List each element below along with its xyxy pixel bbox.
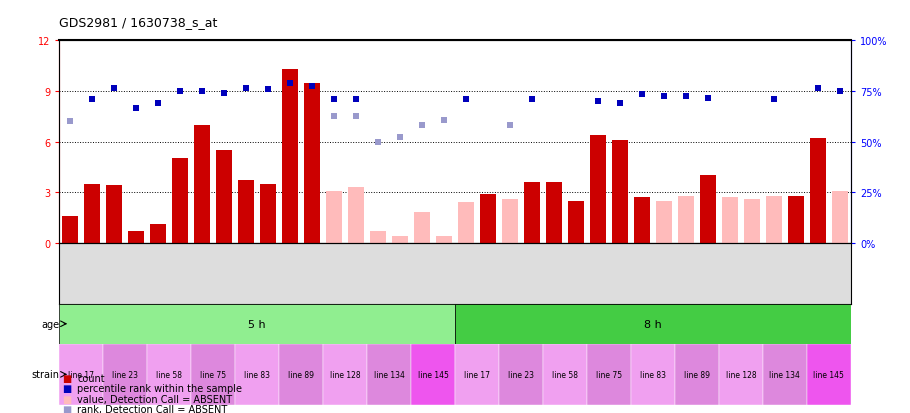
Text: line 83: line 83: [640, 370, 666, 379]
Bar: [370, 231, 386, 243]
Bar: [128, 231, 144, 243]
Bar: [279, 344, 323, 405]
Text: line 17: line 17: [68, 370, 94, 379]
Text: 8 h: 8 h: [644, 319, 662, 329]
Bar: [568, 201, 583, 243]
Bar: [367, 344, 411, 405]
Bar: [349, 188, 364, 243]
Text: ■: ■: [62, 394, 71, 404]
Bar: [546, 183, 561, 243]
Bar: [195, 126, 210, 243]
Bar: [106, 186, 122, 243]
Bar: [323, 344, 367, 405]
Bar: [282, 70, 298, 243]
Bar: [150, 225, 166, 243]
Text: GDS2981 / 1630738_s_at: GDS2981 / 1630738_s_at: [59, 16, 217, 29]
Text: line 134: line 134: [374, 370, 404, 379]
Text: line 75: line 75: [596, 370, 622, 379]
Text: rank, Detection Call = ABSENT: rank, Detection Call = ABSENT: [77, 404, 228, 413]
Bar: [238, 181, 254, 243]
Bar: [480, 195, 496, 243]
Bar: [832, 191, 847, 243]
Bar: [502, 199, 518, 243]
Bar: [807, 344, 851, 405]
Bar: [631, 344, 675, 405]
Bar: [327, 191, 342, 243]
Bar: [59, 304, 455, 344]
Text: line 23: line 23: [508, 370, 534, 379]
Bar: [700, 176, 715, 243]
Bar: [763, 344, 807, 405]
Bar: [634, 198, 650, 243]
Bar: [766, 196, 782, 243]
Bar: [455, 344, 499, 405]
Text: percentile rank within the sample: percentile rank within the sample: [77, 383, 242, 393]
Bar: [524, 183, 540, 243]
Bar: [719, 344, 763, 405]
Text: line 89: line 89: [684, 370, 710, 379]
Text: line 83: line 83: [244, 370, 270, 379]
Bar: [103, 344, 147, 405]
Bar: [304, 83, 319, 243]
Text: line 128: line 128: [725, 370, 756, 379]
Text: line 134: line 134: [770, 370, 800, 379]
Bar: [59, 344, 103, 405]
Bar: [85, 184, 100, 243]
Text: strain: strain: [31, 370, 59, 380]
Text: ■: ■: [62, 373, 71, 383]
Bar: [788, 196, 804, 243]
Text: line 145: line 145: [418, 370, 449, 379]
Bar: [414, 213, 430, 243]
Bar: [217, 151, 232, 243]
Text: line 17: line 17: [464, 370, 490, 379]
Bar: [543, 344, 587, 405]
Bar: [459, 203, 474, 243]
Bar: [63, 216, 78, 243]
Bar: [587, 344, 631, 405]
Bar: [591, 135, 606, 243]
Text: 5 h: 5 h: [248, 319, 266, 329]
Bar: [455, 304, 851, 344]
Text: line 128: line 128: [329, 370, 360, 379]
Bar: [260, 184, 276, 243]
Bar: [172, 159, 187, 243]
Bar: [411, 344, 455, 405]
Bar: [191, 344, 235, 405]
Bar: [147, 344, 191, 405]
Text: line 58: line 58: [157, 370, 182, 379]
Text: line 23: line 23: [112, 370, 138, 379]
Text: line 58: line 58: [552, 370, 578, 379]
Text: value, Detection Call = ABSENT: value, Detection Call = ABSENT: [77, 394, 232, 404]
Text: count: count: [77, 373, 105, 383]
Bar: [612, 140, 628, 243]
Bar: [656, 201, 672, 243]
Text: line 145: line 145: [814, 370, 844, 379]
Bar: [499, 344, 543, 405]
Bar: [723, 198, 738, 243]
Text: age: age: [41, 319, 59, 329]
Text: ■: ■: [62, 383, 71, 393]
Text: ■: ■: [62, 404, 71, 413]
Bar: [678, 196, 693, 243]
Bar: [675, 344, 719, 405]
Bar: [436, 237, 451, 243]
Bar: [810, 139, 825, 243]
Bar: [392, 237, 408, 243]
Text: line 89: line 89: [288, 370, 314, 379]
Text: line 75: line 75: [200, 370, 227, 379]
Bar: [235, 344, 279, 405]
Bar: [744, 199, 760, 243]
